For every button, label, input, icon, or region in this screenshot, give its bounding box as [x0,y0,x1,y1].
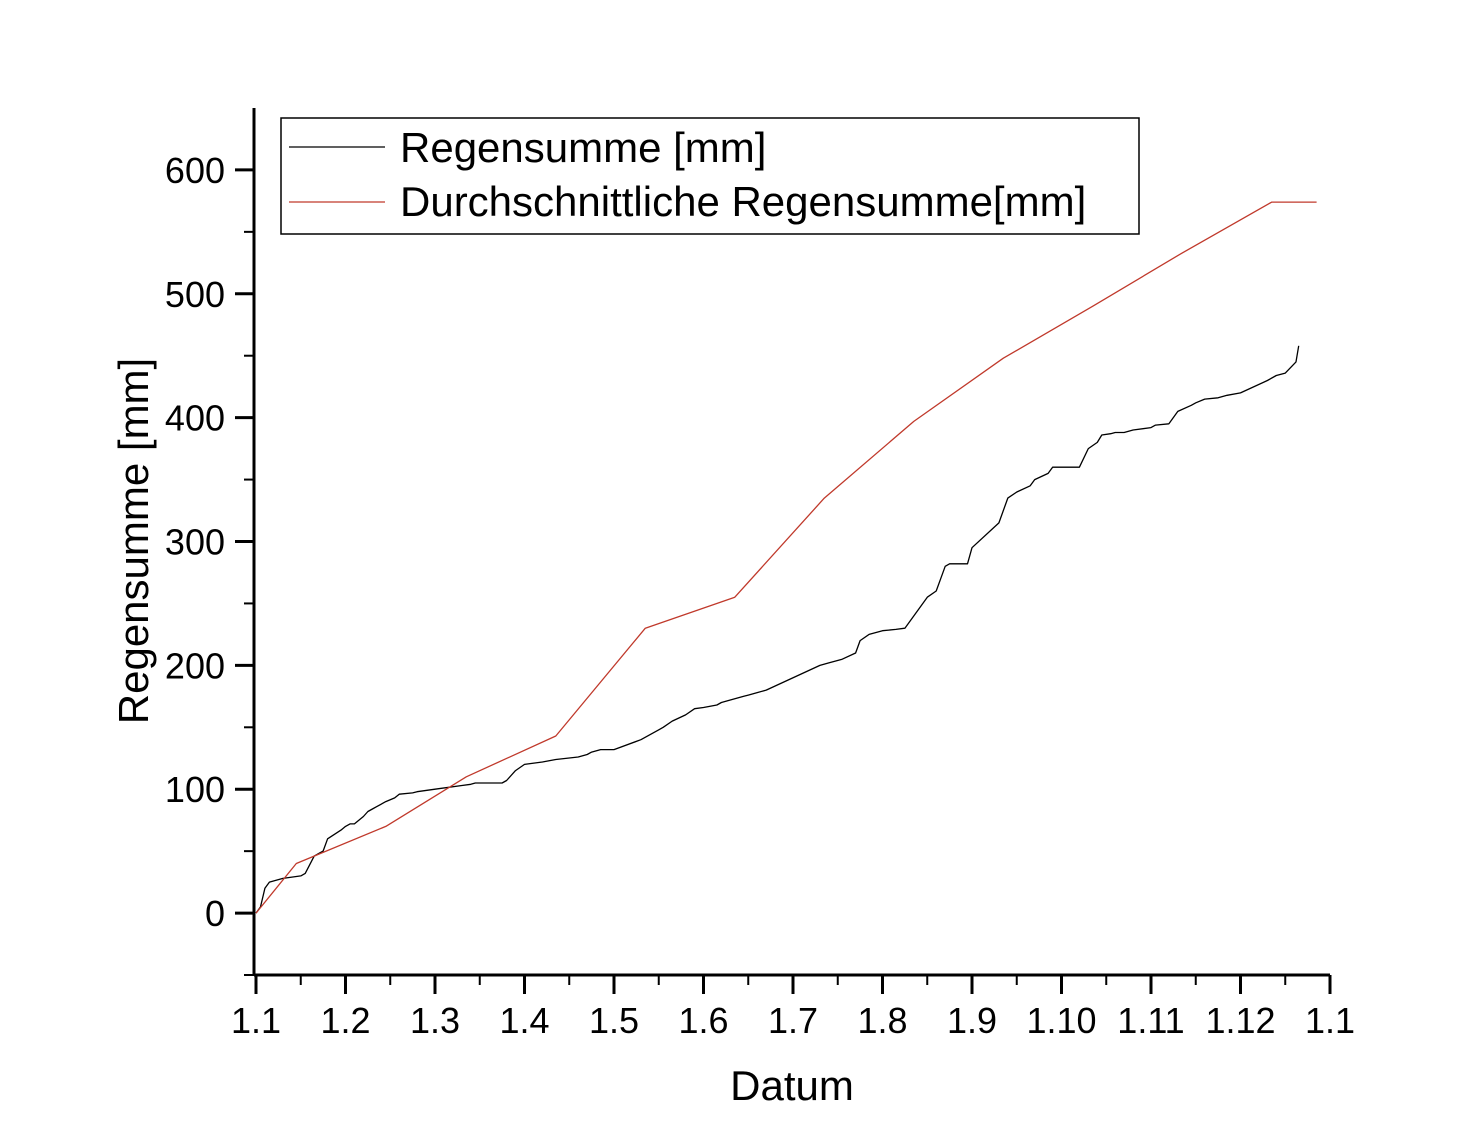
x-tick-label-7: 1.8 [857,1000,907,1041]
x-tick-label-11: 1.12 [1205,1000,1275,1041]
legend: Regensumme [mm] Durchschnittliche Regens… [280,117,1140,235]
x-tick-label-6: 1.7 [768,1000,818,1041]
x-tick-label-1: 1.2 [320,1000,370,1041]
series-line-1 [255,201,1317,914]
y-tick-label-100: 100 [165,769,225,810]
series-layer [255,201,1317,914]
legend-label-regensumme: Regensumme [mm] [400,124,766,171]
legend-box [280,117,1140,235]
y-tick-label-300: 300 [165,522,225,563]
x-tick-label-0: 1.1 [231,1000,281,1041]
x-tick-label-9: 1.10 [1026,1000,1096,1041]
x-tick-label-3: 1.4 [499,1000,549,1041]
x-tick-label-12: 1.1 [1305,1000,1355,1041]
x-tick-label-10: 1.11 [1117,1000,1184,1041]
y-tick-label-400: 400 [165,398,225,439]
legend-label-durchschnitt: Durchschnittliche Regensumme[mm] [400,178,1086,225]
y-tick-label-600: 600 [165,150,225,191]
x-ticks: 1.1 1.2 1.3 1.4 1.5 1.6 1.7 1.8 1.9 1.10 1.11 1.12 1… [231,975,1355,1041]
y-tick-label-0: 0 [205,893,225,934]
x-tick-label-5: 1.6 [678,1000,728,1041]
x-tick-label-8: 1.9 [947,1000,997,1041]
y-tick-label-500: 500 [165,274,225,315]
y-ticks: 0 100 200 300 400 500 600 [165,150,254,976]
x-tick-label-2: 1.3 [410,1000,460,1041]
x-tick-label-4: 1.5 [589,1000,639,1041]
series-line-0 [255,345,1300,914]
y-tick-label-200: 200 [165,645,225,686]
axes [252,108,1330,977]
y-axis-title: Regensumme [mm] [110,358,157,724]
x-axis-title: Datum [730,1062,854,1109]
